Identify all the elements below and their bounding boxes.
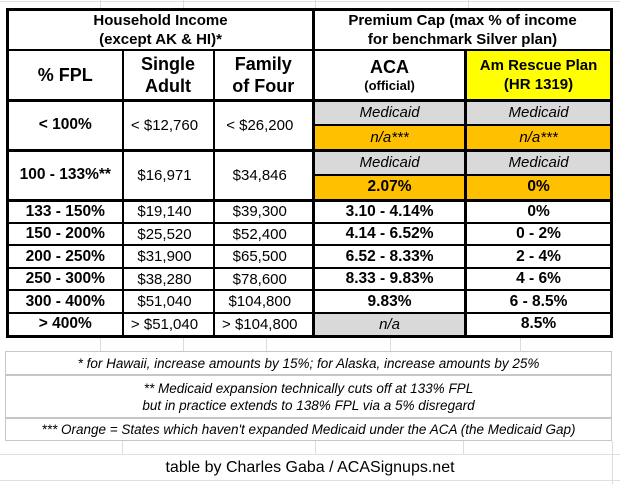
aca-na-cell: n/a (312, 312, 467, 337)
arp-medicaid-cell: Medicaid (464, 99, 613, 126)
single-adult-cell: > $51,040 (121, 312, 215, 337)
arp-cap-cell: 6 - 8.5% (464, 289, 613, 314)
single-adult-cell: $31,900 (121, 244, 215, 269)
grid-line (463, 441, 464, 454)
col-header-single-adult: Single Adult (121, 49, 215, 102)
col-header-aca-title: ACA (370, 56, 410, 77)
arp-cap-cell: 4 - 6% (464, 267, 613, 291)
aca-medicaid-cell: Medicaid (312, 99, 467, 126)
footnote-orange-medicaid-gap: *** Orange = States which haven't expand… (5, 418, 612, 441)
aca-cap-cell: 8.33 - 9.83% (312, 267, 467, 291)
fpl-cell: 300 - 400% (6, 289, 124, 314)
table-credit: table by Charles Gaba / ACASignups.net (165, 459, 455, 476)
grid-line (183, 338, 184, 351)
fpl-cell: 100 - 133%** (6, 149, 124, 202)
grid-line (315, 441, 316, 454)
arp-na-cell: n/a*** (464, 124, 613, 152)
grid-line (315, 0, 316, 8)
grid-line (520, 338, 521, 351)
aca-cap-cell: 3.10 - 4.14% (312, 199, 467, 224)
aca-cap-cell: 2.07% (312, 174, 467, 202)
grid-line (183, 0, 184, 8)
col-header-arp-subtitle: (HR 1319) (503, 75, 574, 93)
footnote-medicaid-expansion: ** Medicaid expansion technically cuts o… (5, 375, 612, 418)
aca-cap-cell: 6.52 - 8.33% (312, 244, 467, 269)
grid-line (390, 338, 391, 351)
family-of-four-cell: $104,800 (212, 289, 315, 314)
col-header-aca: ACA (official) (312, 49, 467, 102)
household-income-group-header: Household Income (except AK & HI)* (6, 8, 315, 51)
grid-line (122, 441, 123, 454)
fpl-cell: 200 - 250% (6, 244, 124, 269)
family-of-four-cell: > $104,800 (212, 312, 315, 337)
single-adult-cell: $25,520 (121, 222, 215, 246)
single-adult-cell: < $12,760 (121, 99, 215, 152)
arp-cap-cell: 0 - 2% (464, 222, 613, 246)
aca-na-cell: n/a*** (312, 124, 467, 152)
family-of-four-cell: $34,846 (212, 149, 315, 202)
family-of-four-cell: $39,300 (212, 199, 315, 224)
income-premium-cap-table: Household Income (except AK & HI)* Premi… (6, 8, 614, 338)
col-header-fpl: % FPL (6, 49, 124, 102)
fpl-cell: 133 - 150% (6, 199, 124, 224)
aca-medicaid-cell: Medicaid (312, 149, 467, 176)
single-adult-cell: $38,280 (121, 267, 215, 291)
col-header-aca-subtitle: (official) (364, 77, 415, 93)
fpl-cell: 250 - 300% (6, 267, 124, 291)
fpl-cell: < 100% (6, 99, 124, 152)
aca-cap-cell: 4.14 - 6.52% (312, 222, 467, 246)
family-of-four-cell: $78,600 (212, 267, 315, 291)
single-adult-cell: $19,140 (121, 199, 215, 224)
col-header-am-rescue-plan: Am Rescue Plan (HR 1319) (464, 49, 613, 102)
fpl-cell: 150 - 200% (6, 222, 124, 246)
grid-line (0, 1, 620, 2)
family-of-four-cell: $52,400 (212, 222, 315, 246)
arp-cap-cell: 0% (464, 199, 613, 224)
col-header-arp-title: Am Rescue Plan (479, 56, 598, 74)
premium-cap-group-header: Premium Cap (max % of income for benchma… (312, 8, 613, 51)
arp-cap-cell: 2 - 4% (464, 244, 613, 269)
single-adult-cell: $51,040 (121, 289, 215, 314)
grid-line (266, 338, 267, 351)
single-adult-cell: $16,971 (121, 149, 215, 202)
grid-line (468, 0, 469, 8)
aca-cap-cell: 9.83% (312, 289, 467, 314)
family-of-four-cell: $65,500 (212, 244, 315, 269)
grid-line (100, 338, 101, 351)
fpl-cell: > 400% (6, 312, 124, 337)
footnote-hawaii-alaska: * for Hawaii, increase amounts by 15%; f… (5, 351, 612, 375)
arp-medicaid-cell: Medicaid (464, 149, 613, 176)
arp-cap-cell: 0% (464, 174, 613, 202)
arp-cap-cell: 8.5% (464, 312, 613, 337)
grid-line (0, 454, 620, 455)
grid-line (612, 441, 613, 484)
family-of-four-cell: < $26,200 (212, 99, 315, 152)
col-header-family-of-four: Family of Four (212, 49, 315, 102)
grid-line (0, 480, 620, 481)
grid-line (100, 0, 101, 8)
